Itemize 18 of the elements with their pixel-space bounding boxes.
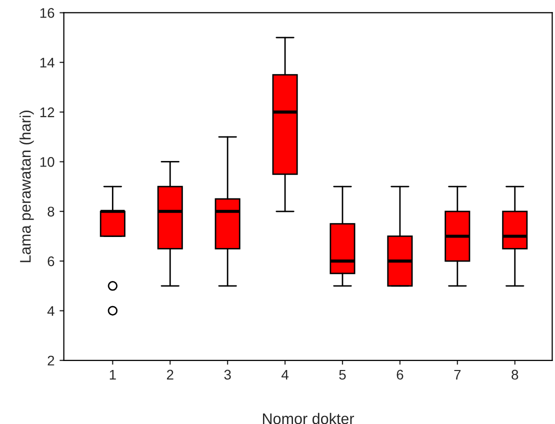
x-tick-label: 2 <box>166 370 174 380</box>
y-tick-label: 8 <box>48 206 54 217</box>
x-tick-label: 8 <box>512 370 518 380</box>
y-tick-label: 6 <box>48 256 54 266</box>
x-tick-label: 6 <box>396 370 404 380</box>
y-tick-label: 2 <box>48 356 54 366</box>
x-tick-label: 4 <box>282 370 288 380</box>
y-tick-label: 12 <box>40 107 54 118</box>
x-tick-label: 5 <box>339 370 346 380</box>
x-tick-label: 1 <box>110 370 116 380</box>
x-tick-label: 3 <box>224 370 231 380</box>
y-tick-label: 14 <box>40 58 54 68</box>
y-tick-label: 16 <box>40 8 54 18</box>
x-axis-title: Nomor dokter <box>263 412 354 424</box>
y-tick-label: 10 <box>40 157 54 167</box>
x-tick-label: 7 <box>454 370 461 380</box>
y-axis-title: Lama perawatan (hari) <box>20 110 34 262</box>
y-tick-label: 4 <box>47 306 54 316</box>
